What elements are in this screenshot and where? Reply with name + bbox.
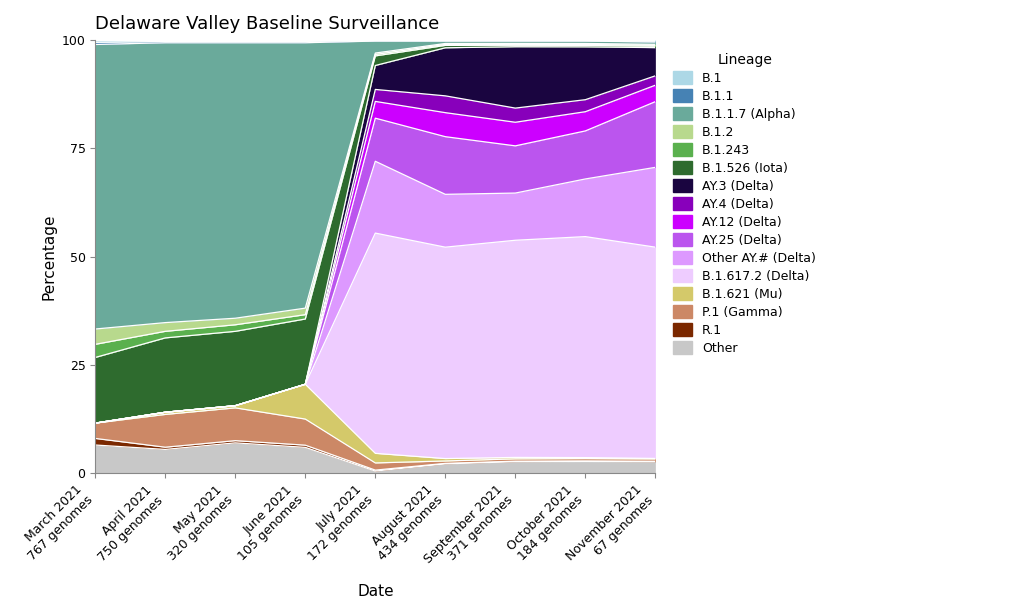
X-axis label: Date: Date	[357, 584, 393, 599]
Legend: B.1, B.1.1, B.1.1.7 (Alpha), B.1.2, B.1.243, B.1.526 (Iota), AY.3 (Delta), AY.4 : B.1, B.1.1, B.1.1.7 (Alpha), B.1.2, B.1.…	[668, 47, 822, 361]
Y-axis label: Percentage: Percentage	[41, 214, 56, 300]
Text: Delaware Valley Baseline Surveillance: Delaware Valley Baseline Surveillance	[95, 15, 439, 33]
